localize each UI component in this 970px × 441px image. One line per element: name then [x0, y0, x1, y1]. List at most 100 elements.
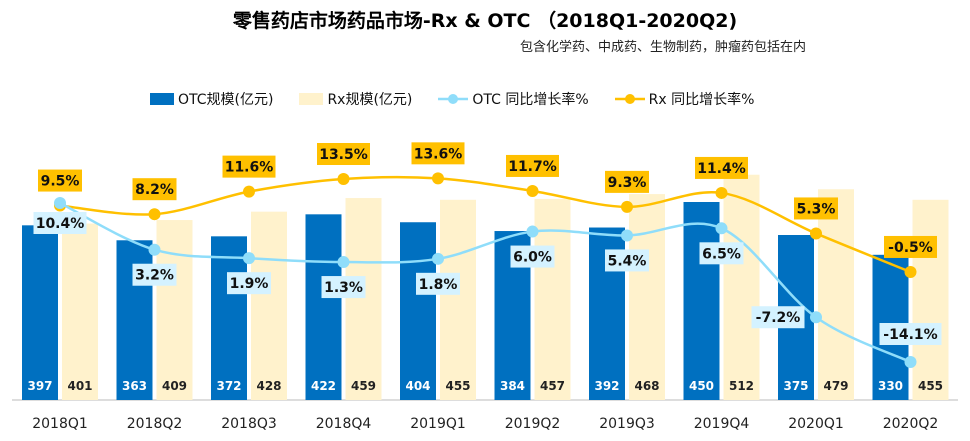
otc-growth-data-label: 6.0%	[513, 250, 552, 266]
rx-growth-point	[904, 265, 917, 278]
bar-value-label: 401	[67, 379, 92, 393]
chart-title: 零售药店市场药品市场-Rx & OTC （2018Q1-2020Q2)	[232, 10, 738, 32]
rx-growth-label-box	[222, 155, 276, 178]
bar-value-label: 468	[634, 379, 659, 393]
bar-value-label: 422	[311, 379, 336, 393]
bar-value-label: 512	[729, 379, 754, 393]
legend-line-marker	[438, 94, 469, 104]
x-tick-label: 2018Q3	[221, 416, 277, 432]
otc-growth-point	[621, 229, 633, 242]
bar-rx	[156, 220, 193, 400]
rx-growth-label-box	[605, 170, 649, 193]
otc-growth-point	[148, 243, 161, 256]
bar-value-label: 330	[878, 379, 903, 393]
bar-value-label: 363	[122, 379, 147, 393]
otc-growth-point	[54, 197, 66, 209]
rx-growth-point	[810, 227, 822, 240]
bar-value-label: 372	[216, 379, 241, 393]
bar-value-label: 404	[405, 379, 430, 393]
chart-subtitle: 包含化学药、中成药、生物制药，肿瘤药包括在内	[520, 40, 807, 55]
x-tick-label: 2018Q2	[127, 416, 183, 432]
rx-growth-data-label: 5.3%	[797, 201, 836, 217]
otc-growth-label-box	[879, 323, 942, 346]
bar-value-label: 450	[689, 379, 714, 393]
otc-growth-point	[526, 225, 539, 238]
rx-growth-data-label: 9.3%	[608, 175, 647, 191]
otc-growth-line	[59, 201, 912, 364]
x-tick-label: 2019Q3	[599, 416, 655, 432]
x-tick-label: 2018Q1	[32, 416, 88, 432]
legend-item-rx-growth: Rx 同比增长率%	[614, 89, 755, 109]
otc-growth-label-box	[751, 306, 805, 329]
x-tick-label: 2019Q1	[410, 416, 466, 432]
rx-growth-data-label: 11.4%	[697, 161, 746, 177]
x-tick-label: 2019Q4	[694, 416, 750, 432]
otc-growth-data-label: 3.2%	[135, 268, 174, 284]
otc-growth-data-label: -14.1%	[883, 327, 937, 343]
rx-growth-data-label: 13.5%	[319, 147, 368, 163]
otc-growth-point	[337, 256, 350, 269]
otc-growth-label-box	[33, 212, 87, 234]
x-tick-label: 2019Q2	[505, 416, 561, 432]
rx-growth-data-label: 13.6%	[414, 146, 463, 162]
otc-growth-label-box	[605, 249, 649, 272]
bar-otc	[22, 225, 58, 400]
rx-growth-point	[715, 186, 728, 199]
otc-growth-data-label: 10.4%	[36, 216, 85, 232]
bar-value-label: 479	[823, 379, 848, 393]
legend-line-marker	[614, 94, 645, 104]
bar-value-label: 455	[918, 379, 943, 393]
rx-growth-point	[432, 172, 444, 185]
rx-growth-label-box	[794, 197, 838, 220]
rx-growth-data-label: 11.7%	[508, 159, 557, 175]
legend-swatch	[150, 93, 174, 105]
otc-growth-label-box	[699, 242, 744, 265]
legend-label: Rx 同比增长率%	[648, 92, 755, 108]
bar-value-label: 397	[27, 379, 52, 393]
legend-label: Rx规模(亿元)	[327, 92, 413, 108]
rx-growth-label-box	[884, 235, 937, 258]
rx-growth-data-label: 11.6%	[225, 160, 274, 176]
bar-rx	[345, 198, 382, 400]
rx-growth-label-box	[411, 142, 465, 165]
otc-growth-point	[715, 222, 728, 235]
bar-otc	[211, 236, 247, 400]
bar-otc	[305, 214, 342, 400]
rx-growth-data-label: 8.2%	[135, 182, 174, 198]
otc-growth-label-box	[416, 272, 460, 295]
bar-value-label: 459	[351, 379, 376, 393]
rx-growth-data-label: 9.5%	[41, 174, 80, 190]
rx-growth-point	[621, 200, 633, 213]
otc-growth-data-label: 1.9%	[230, 276, 269, 292]
otc-growth-data-label: -7.2%	[756, 310, 801, 326]
bar-value-label: 428	[256, 379, 281, 393]
x-tick-label: 2018Q4	[316, 416, 372, 432]
bar-rx	[818, 189, 854, 400]
otc-growth-point	[243, 252, 255, 265]
bar-value-label: 457	[540, 379, 565, 393]
bar-otc	[683, 202, 720, 400]
legend-label: OTC 同比增长率%	[472, 92, 589, 108]
legend-item-otc-growth: OTC 同比增长率%	[438, 89, 589, 109]
legend-item-otc-size: OTC规模(亿元)	[150, 89, 273, 109]
bar-otc	[400, 222, 436, 400]
rx-growth-point	[526, 184, 539, 197]
otc-growth-label-box	[227, 272, 271, 295]
otc-growth-data-label: 1.8%	[419, 277, 458, 293]
bar-value-label: 455	[445, 379, 470, 393]
legend-item-rx-size: Rx规模(亿元)	[299, 89, 412, 109]
rx-growth-point	[148, 208, 161, 221]
bar-rx	[912, 199, 949, 400]
otc-growth-data-label: 5.4%	[608, 253, 647, 269]
bar-value-label: 375	[783, 379, 808, 393]
bar-rx	[723, 174, 760, 400]
rx-growth-label-box	[695, 156, 748, 179]
otc-growth-point	[810, 311, 822, 324]
bar-value-label: 409	[162, 379, 187, 393]
bar-rx	[251, 211, 287, 400]
x-tick-label: 2020Q1	[788, 416, 844, 432]
rx-growth-label-box	[132, 178, 177, 201]
bar-rx	[534, 198, 571, 400]
bar-rx	[440, 199, 476, 400]
